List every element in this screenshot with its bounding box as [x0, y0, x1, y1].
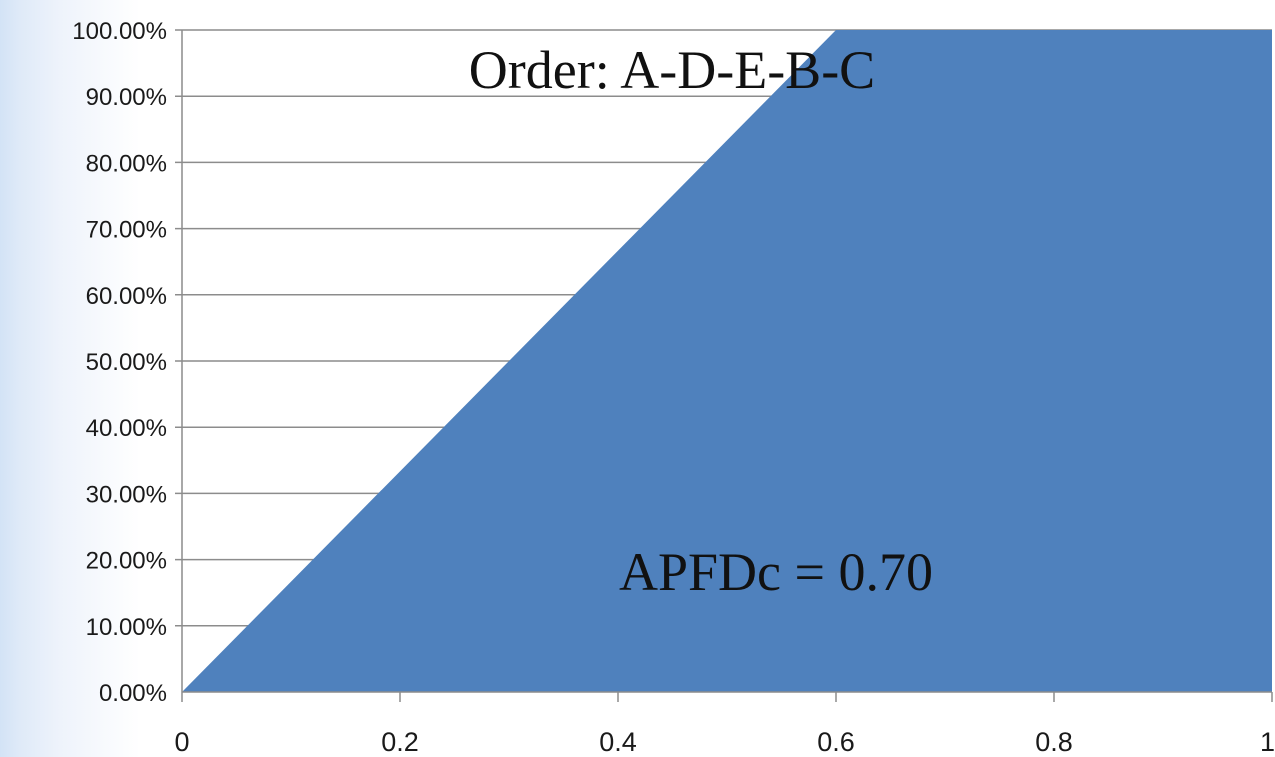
- chart-title: Order: A-D-E-B-C: [469, 40, 875, 100]
- y-tick-label: 30.00%: [86, 481, 167, 508]
- y-tick-label: 60.00%: [86, 283, 167, 310]
- y-tick-label: 90.00%: [86, 84, 167, 111]
- x-tick-label: 0.4: [599, 727, 637, 757]
- x-tick-label: 0.8: [1035, 727, 1073, 757]
- x-tick-label: 0: [174, 727, 189, 757]
- area-series: [182, 30, 1272, 692]
- axes: [181, 30, 1272, 693]
- apfdc-annotation: APFDc = 0.70: [619, 542, 933, 602]
- y-tick-label: 10.00%: [86, 614, 167, 641]
- y-tick-label: 70.00%: [86, 217, 167, 244]
- y-tick-label: 0.00%: [99, 680, 167, 707]
- y-tick-label: 20.00%: [86, 548, 167, 575]
- x-tick-labels: 0 0.2 0.4 0.6 0.8 1: [174, 692, 1275, 757]
- x-tick-label: 1: [1260, 727, 1275, 757]
- y-tick-label: 50.00%: [86, 349, 167, 376]
- x-tick-label: 0.6: [817, 727, 855, 757]
- x-tick-label: 0.2: [381, 727, 419, 757]
- y-tick-labels: 0.00% 10.00% 20.00% 30.00% 40.00% 50.00% 60.00…: [72, 18, 167, 707]
- y-tick-label: 40.00%: [86, 415, 167, 442]
- y-tick-label: 100.00%: [72, 18, 167, 45]
- y-tick-label: 80.00%: [86, 150, 167, 177]
- area-fill: [182, 30, 1272, 692]
